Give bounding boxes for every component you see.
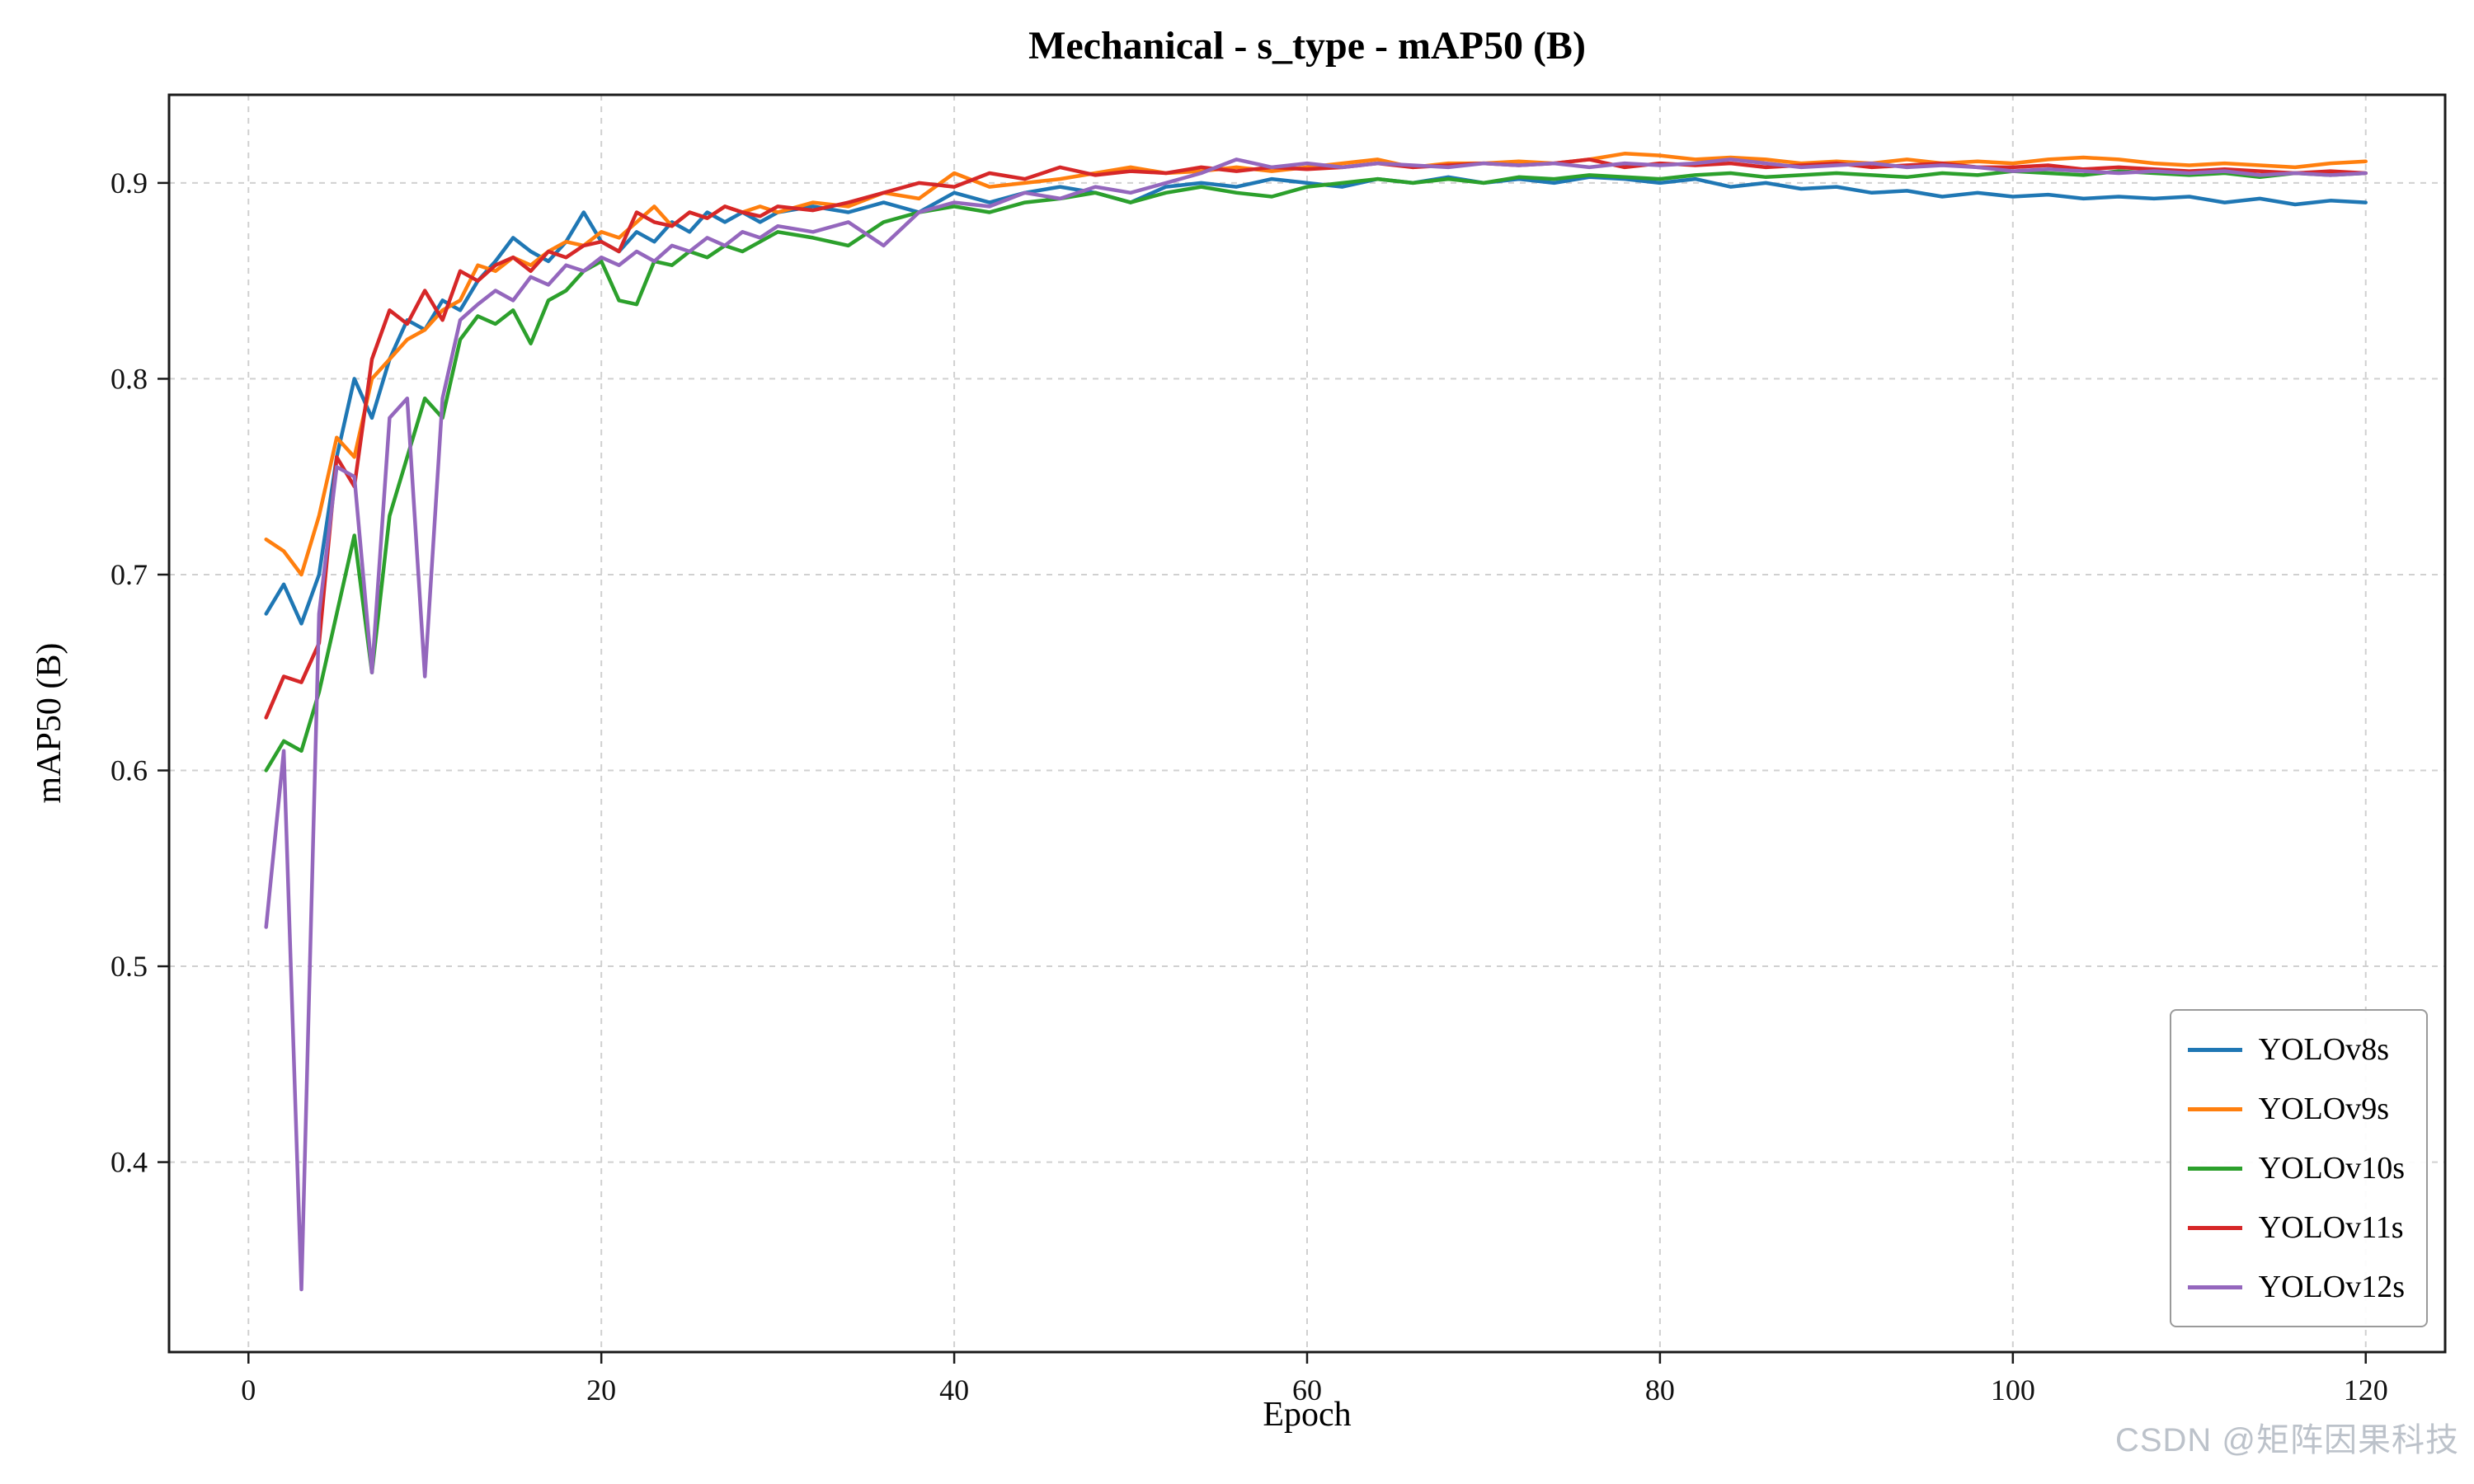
y-tick-label: 0.8 — [111, 362, 148, 395]
series-line-yolov12s — [264, 157, 2368, 1292]
y-tick-label: 0.7 — [111, 558, 148, 591]
watermark: CSDN @矩阵因果科技 — [2114, 1422, 2459, 1458]
x-tick-label: 20 — [586, 1374, 616, 1407]
legend-line-swatch — [2187, 1106, 2242, 1111]
y-tick-label: 0.6 — [111, 754, 148, 787]
legend-item-yolov9s: YOLOv9s — [2187, 1083, 2405, 1134]
y-axis-label: mAP50 (B) — [31, 642, 68, 804]
series-line-yolov9s — [264, 152, 2368, 577]
y-tick-label: 0.5 — [111, 950, 148, 983]
legend-item-yolov8s: YOLOv8s — [2187, 1024, 2405, 1075]
legend-line-swatch — [2187, 1284, 2242, 1289]
x-axis-label: Epoch — [1263, 1396, 1352, 1434]
x-tick-label: 0 — [241, 1374, 256, 1407]
x-tick-label: 60 — [1292, 1374, 1322, 1407]
x-tick-label: 40 — [939, 1374, 969, 1407]
series-line-yolov10s — [264, 169, 2368, 773]
x-tick-label: 120 — [2344, 1374, 2388, 1407]
legend-line-swatch — [2187, 1166, 2242, 1171]
legend-label: YOLOv8s — [2258, 1032, 2389, 1067]
y-tick-label: 0.4 — [111, 1146, 148, 1179]
legend-label: YOLOv12s — [2258, 1270, 2405, 1304]
legend-label: YOLOv10s — [2258, 1151, 2405, 1186]
legend-item-yolov11s: YOLOv11s — [2187, 1202, 2405, 1253]
chart-title: Mechanical - s_type - mAP50 (B) — [1028, 24, 1586, 68]
x-tick-label: 100 — [1991, 1374, 2035, 1407]
legend-line-swatch — [2187, 1047, 2242, 1052]
legend-item-yolov12s: YOLOv12s — [2187, 1261, 2405, 1313]
x-tick-label: 80 — [1645, 1374, 1675, 1407]
legend-item-yolov10s: YOLOv10s — [2187, 1143, 2405, 1194]
legend-label: YOLOv9s — [2258, 1092, 2389, 1126]
y-tick-label: 0.9 — [111, 167, 148, 200]
series-line-yolov11s — [264, 157, 2368, 720]
legend-label: YOLOv11s — [2258, 1210, 2404, 1245]
legend-line-swatch — [2187, 1225, 2242, 1230]
legend: YOLOv8s YOLOv9s YOLOv10s YOLOv11s YOLOv12s — [2169, 1009, 2428, 1327]
